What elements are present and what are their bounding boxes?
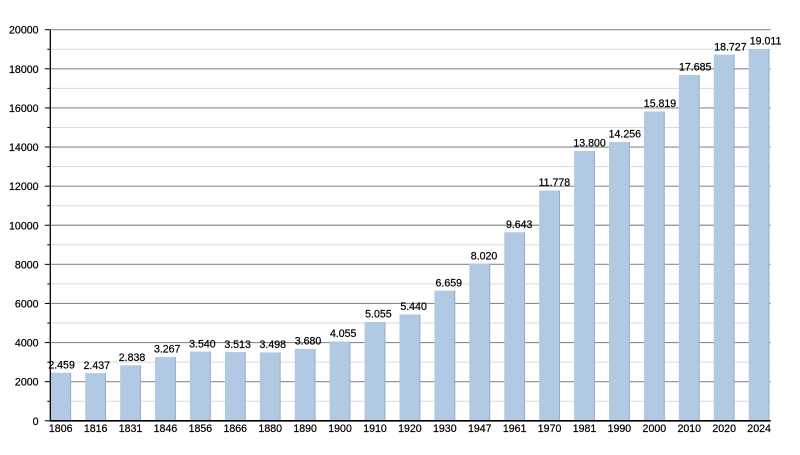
svg-text:4.055: 4.055 bbox=[330, 328, 357, 340]
svg-text:17.685: 17.685 bbox=[679, 62, 712, 74]
svg-text:1890: 1890 bbox=[293, 423, 317, 435]
svg-text:3.680: 3.680 bbox=[295, 336, 322, 348]
svg-text:8.020: 8.020 bbox=[471, 251, 498, 263]
svg-text:1910: 1910 bbox=[363, 423, 387, 435]
svg-text:2024: 2024 bbox=[747, 423, 771, 435]
svg-text:1981: 1981 bbox=[573, 423, 597, 435]
svg-text:1947: 1947 bbox=[468, 423, 492, 435]
svg-text:2020: 2020 bbox=[712, 423, 736, 435]
svg-text:2000: 2000 bbox=[643, 423, 667, 435]
svg-text:15.819: 15.819 bbox=[644, 98, 677, 110]
svg-text:14.256: 14.256 bbox=[609, 129, 642, 141]
svg-text:3.267: 3.267 bbox=[154, 344, 181, 356]
svg-text:2.838: 2.838 bbox=[119, 352, 146, 364]
svg-text:14000: 14000 bbox=[9, 142, 39, 154]
svg-text:3.498: 3.498 bbox=[260, 339, 287, 351]
svg-text:1900: 1900 bbox=[328, 423, 352, 435]
svg-text:5.055: 5.055 bbox=[365, 309, 392, 321]
svg-text:3.540: 3.540 bbox=[189, 338, 216, 350]
svg-text:1866: 1866 bbox=[224, 423, 248, 435]
svg-text:18000: 18000 bbox=[9, 64, 39, 76]
svg-text:9.643: 9.643 bbox=[506, 219, 533, 231]
svg-text:5.440: 5.440 bbox=[400, 301, 427, 313]
svg-text:2010: 2010 bbox=[677, 423, 701, 435]
svg-text:8000: 8000 bbox=[15, 259, 39, 271]
svg-text:1990: 1990 bbox=[608, 423, 632, 435]
svg-text:13.800: 13.800 bbox=[573, 138, 606, 150]
svg-text:20000: 20000 bbox=[9, 25, 39, 37]
svg-text:1816: 1816 bbox=[84, 423, 108, 435]
svg-text:1961: 1961 bbox=[503, 423, 527, 435]
svg-text:2000: 2000 bbox=[15, 377, 39, 389]
svg-text:2.459: 2.459 bbox=[48, 359, 75, 371]
svg-text:6000: 6000 bbox=[15, 298, 39, 310]
svg-text:12000: 12000 bbox=[9, 181, 39, 193]
svg-text:1970: 1970 bbox=[538, 423, 562, 435]
svg-text:1846: 1846 bbox=[154, 423, 178, 435]
svg-text:18.727: 18.727 bbox=[714, 41, 747, 53]
svg-text:1920: 1920 bbox=[398, 423, 422, 435]
svg-text:1880: 1880 bbox=[258, 423, 282, 435]
svg-text:1930: 1930 bbox=[433, 423, 457, 435]
svg-text:0: 0 bbox=[33, 416, 39, 428]
svg-text:1806: 1806 bbox=[49, 423, 73, 435]
svg-text:19.011: 19.011 bbox=[750, 36, 782, 48]
svg-text:3.513: 3.513 bbox=[224, 339, 251, 351]
svg-text:11.778: 11.778 bbox=[539, 177, 571, 189]
svg-text:16000: 16000 bbox=[9, 103, 39, 115]
svg-text:10000: 10000 bbox=[9, 220, 39, 232]
svg-text:1831: 1831 bbox=[119, 423, 143, 435]
svg-text:4000: 4000 bbox=[15, 338, 39, 350]
svg-text:6.659: 6.659 bbox=[436, 277, 463, 289]
svg-text:2.437: 2.437 bbox=[84, 360, 111, 372]
svg-text:1856: 1856 bbox=[189, 423, 213, 435]
